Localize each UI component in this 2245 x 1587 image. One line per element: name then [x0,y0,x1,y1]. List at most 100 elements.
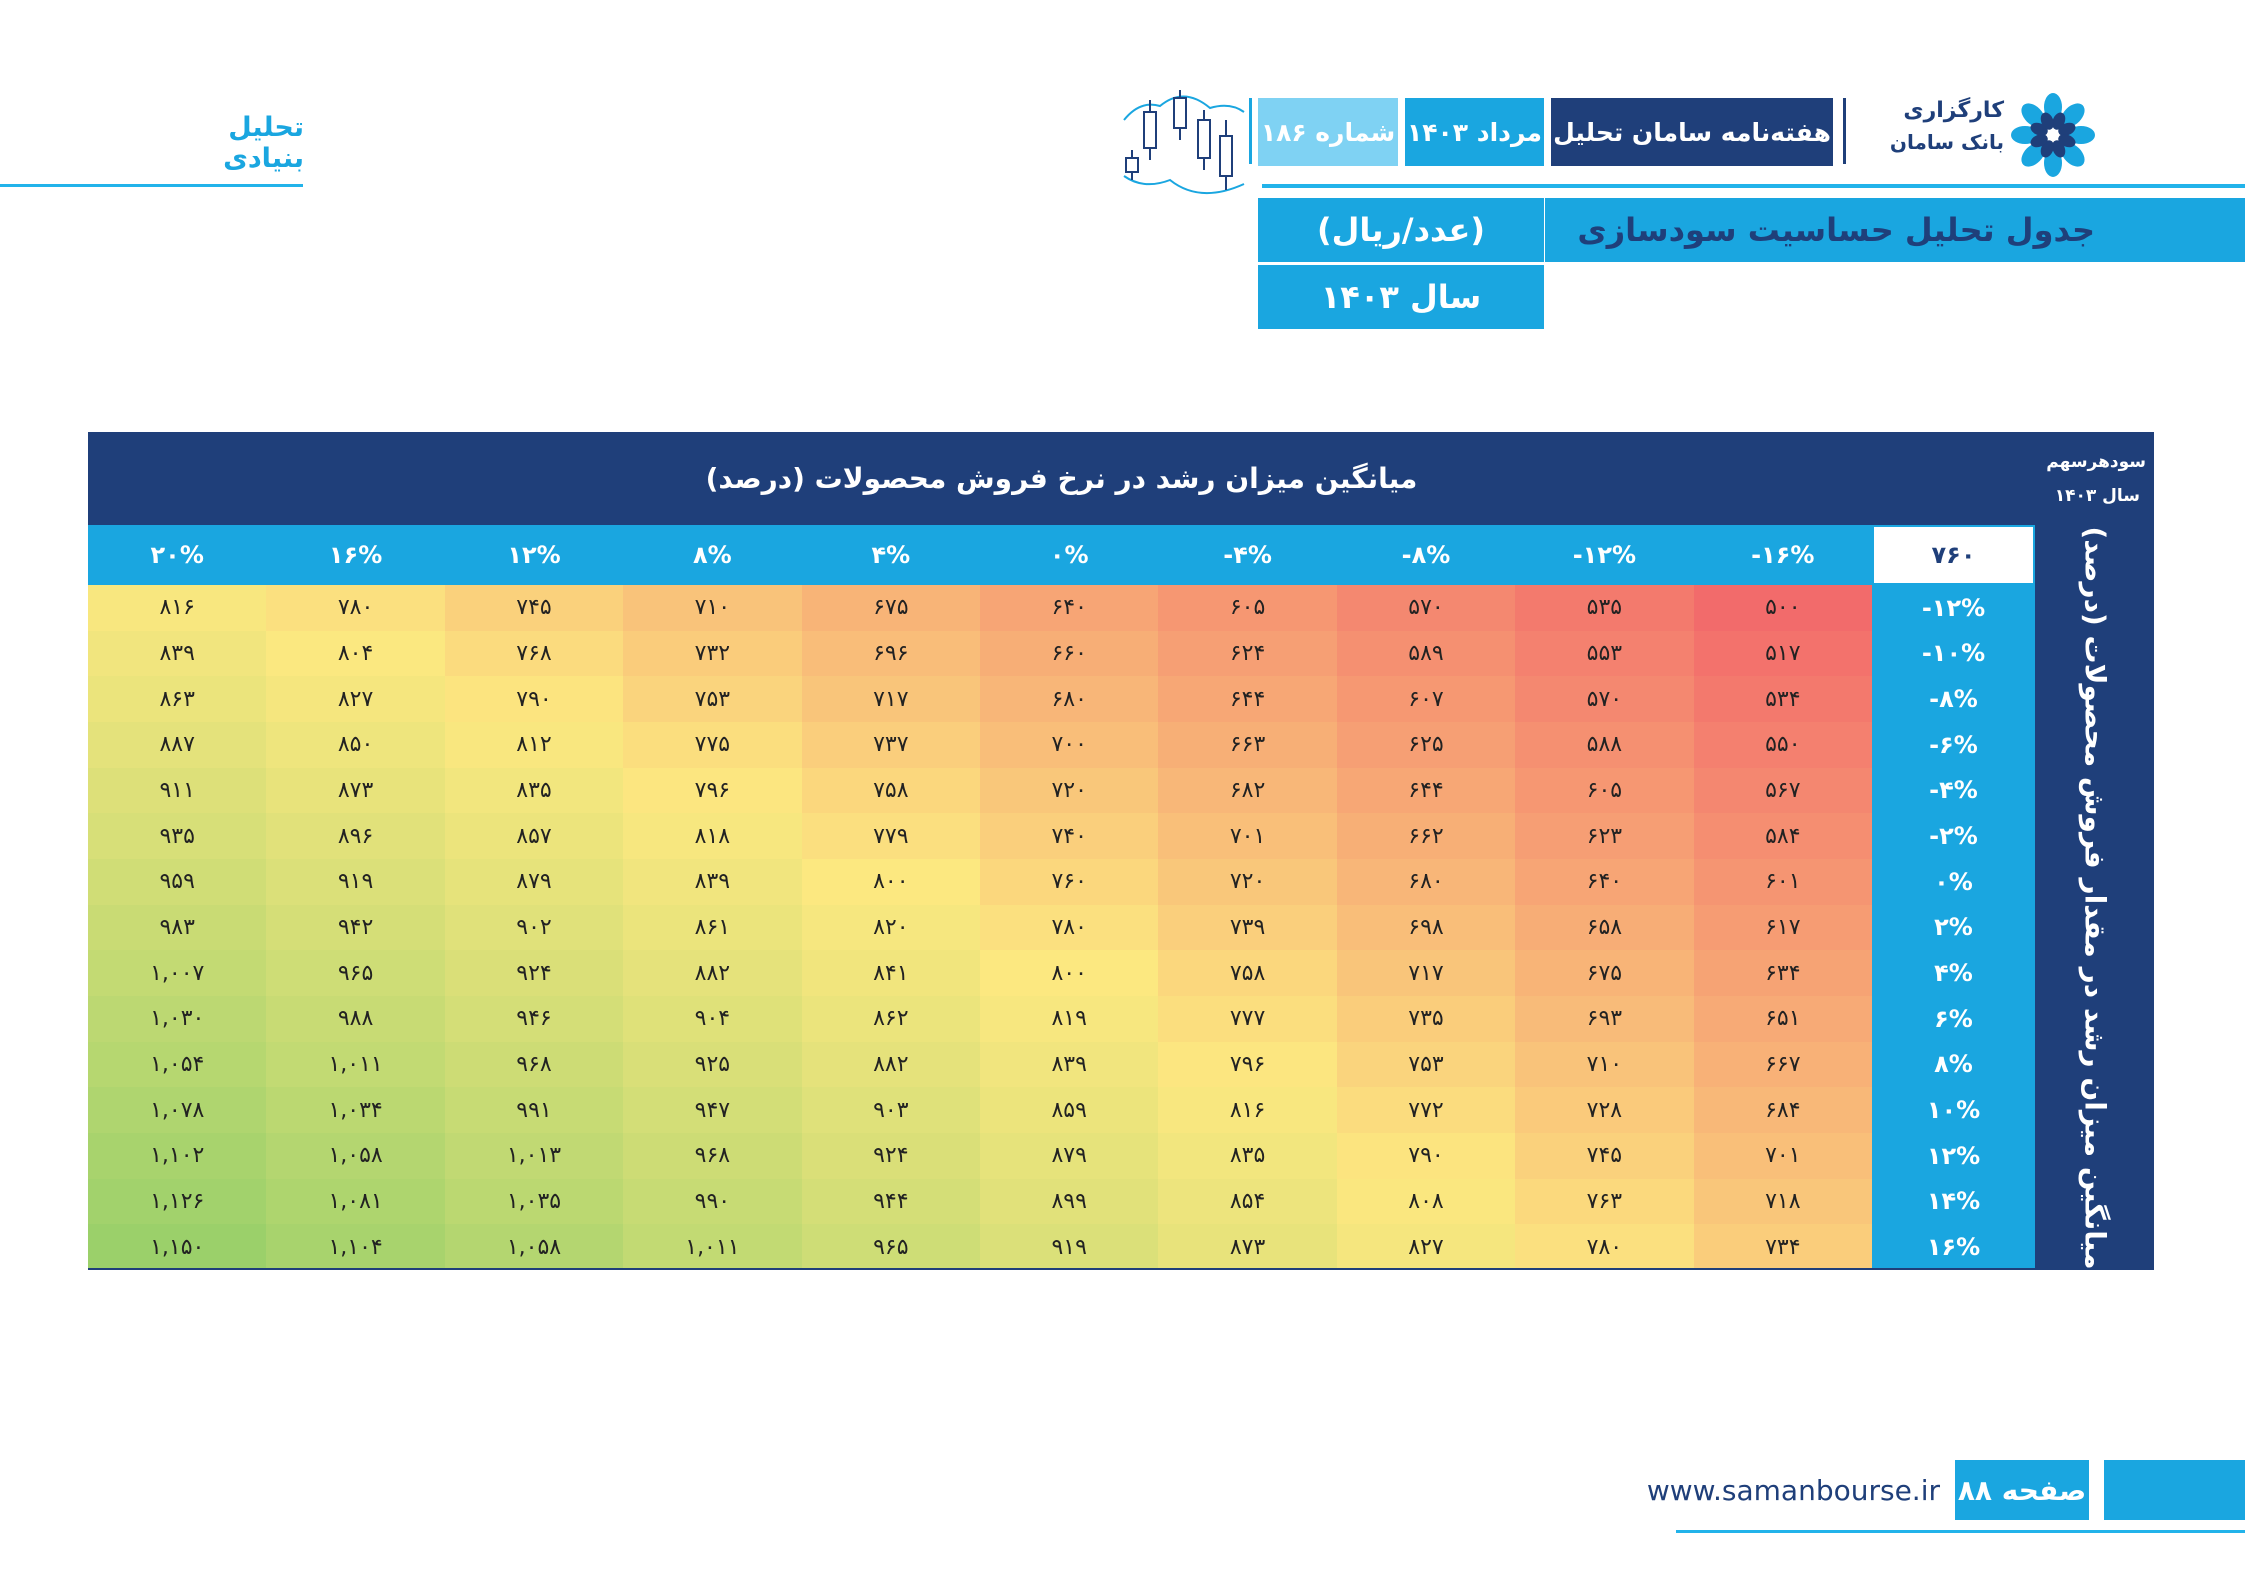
table-cell: ۶۰۵ [1515,767,1694,814]
row-axis-band: میانگین میزان رشد در مقدار فروش محصولات … [2035,525,2154,1270]
table-cell: ۶۸۰ [1336,859,1516,905]
table-cell: ۸۹۹ [980,1178,1159,1225]
table-cell: ۹۰۲ [444,904,624,951]
table-cell: ۸۱۶ [88,585,267,631]
table-cell: ۸۶۳ [88,676,267,722]
table-cell: ۸۵۹ [980,1087,1159,1133]
table-cell: ۱,۰۱۱ [623,1224,802,1270]
table-cell: ۷۱۷ [801,676,980,722]
table-cell: ۷۷۵ [623,722,802,768]
table-cell: ۷۵۸ [801,767,980,814]
row-header: ۱۰% [1926,1096,1981,1125]
row-header: ۴% [1934,959,1973,988]
table-title: جدول تحلیل حساسیت سودسازی [1545,198,2245,262]
table-cell: ۹۴۴ [801,1178,980,1225]
column-axis-title: میانگین میزان رشد در نرخ فروش محصولات (د… [88,432,2035,525]
table-cell: ۸۸۲ [623,950,802,996]
row-header: ۱۶% [1926,1233,1981,1262]
brand-logo: کارگزاری بانک سامان [1864,92,2096,178]
table-cell: ۹۳۵ [88,813,267,859]
table-cell: ۶۲۵ [1336,722,1516,768]
weekly-label: هفته‌نامه سامان تحلیل [1551,98,1833,166]
table-cell: ۵۸۴ [1693,813,1872,859]
table-cell: ۱,۰۱۳ [444,1133,624,1179]
page-number: صفحه ۸۸ [1955,1460,2089,1520]
table-cell: ۷۹۰ [444,676,624,722]
table-cell: ۸۱۸ [623,813,802,859]
base-eps-value: ۷۶۰ [1872,525,2035,585]
row-header: -۴% [1929,776,1978,805]
table-cell: ۹۲۴ [801,1133,980,1179]
row-header: -۸% [1929,685,1978,714]
table-cell: ۸۲۰ [801,904,980,951]
table-cell: ۷۶۳ [1515,1178,1694,1225]
column-header: ۸% [693,541,732,569]
table-cell: ۸۷۹ [980,1133,1159,1179]
footer-url[interactable]: www.samanbourse.ir [1646,1473,1940,1507]
table-cell: ۷۳۷ [801,722,980,768]
table-cell: ۱,۱۰۲ [88,1133,267,1179]
table-cell: ۱,۰۱۱ [266,1041,445,1088]
table-cell: ۸۵۰ [266,722,445,768]
table-cell: ۷۳۵ [1336,996,1516,1042]
table-cell: ۷۰۱ [1158,813,1337,859]
candlestick-chart-icon [1123,90,1245,194]
table-cell: ۹۶۸ [623,1133,802,1179]
table-cell: ۶۷۵ [801,585,980,631]
table-cell: ۷۰۱ [1693,1133,1872,1179]
table-cell: ۵۶۷ [1693,767,1872,814]
column-header: -۸% [1401,541,1451,569]
corner-label-year: سال ۱۴۰۳ [2054,486,2140,506]
sensitivity-grid: ۵۰۰ ۵۳۵ ۵۷۰ ۶۰۵ ۶۴۰ ۶۷۵ ۷۱۰ ۷۴۵ ۷۸۰ ۸۱۶ ۵۱۷ ۵۵۳ ۵۸۹ ۶… [88,585,1872,1270]
table-cell: ۹۴۶ [444,996,624,1042]
column-header: ۱۲% [507,541,561,569]
table-cell: ۸۴۱ [801,950,980,996]
table-cell: ۷۲۰ [1158,859,1337,905]
table-cell: ۹۰۳ [801,1087,980,1133]
row-header: ۶% [1934,1004,1973,1033]
table-cell: ۶۲۳ [1515,813,1694,859]
table-cell: ۶۶۲ [1336,813,1516,859]
table-cell: ۸۰۰ [980,950,1159,996]
table-cell: ۹۹۱ [444,1087,624,1133]
year-label: سال ۱۴۰۳ [1258,265,1544,329]
table-cell: ۸۳۹ [623,859,802,905]
table-cell: ۶۰۱ [1693,859,1872,905]
table-cell: ۷۷۲ [1336,1087,1516,1133]
table-cell: ۶۰۷ [1336,676,1516,722]
table-cell: ۸۲۷ [266,676,445,722]
table-cell: ۸۱۶ [1158,1087,1337,1133]
table-cell: ۹۶۸ [444,1041,624,1088]
table-cell: ۵۵۰ [1693,722,1872,768]
brand-divider [1843,98,1846,164]
table-cell: ۹۲۵ [623,1041,802,1088]
table-cell: ۸۳۵ [1158,1133,1337,1179]
table-cell: ۷۷۹ [801,813,980,859]
table-cell: ۹۶۵ [801,1224,980,1270]
table-cell: ۱,۰۵۴ [88,1041,267,1088]
column-header-row: -۱۶% -۱۲% -۸% -۴% ۰% ۴% ۸% ۱۲% ۱۶% ۲۰% [88,525,1872,585]
table-cell: ۹۲۴ [444,950,624,996]
table-cell: ۶۹۶ [801,630,980,677]
row-header-column: -۱۲% -۱۰% -۸% -۶% -۴% -۲% ۰% ۲% ۴% ۶% ۸% ۱۰% ۱۲% ۱۴% ۱… [1872,585,2035,1270]
table-cell: ۶۳۴ [1693,950,1872,996]
table-cell: ۷۱۰ [1515,1041,1694,1088]
table-cell: ۱,۰۳۵ [444,1178,624,1225]
table-cell: ۱,۰۳۰ [88,996,267,1042]
section-title: تحلیل بنیادی [223,112,304,174]
row-axis-title: میانگین میزان رشد در مقدار فروش محصولات … [2078,525,2111,1270]
table-cell: ۷۸۰ [1515,1224,1694,1270]
table-cell: ۷۱۷ [1336,950,1516,996]
table-cell: ۹۸۸ [266,996,445,1042]
table-cell: ۱,۱۲۶ [88,1178,267,1225]
table-cell: ۸۱۲ [444,722,624,768]
table-cell: ۸۳۵ [444,767,624,814]
column-header: -۱۲% [1572,541,1637,569]
table-cell: ۶۸۴ [1693,1087,1872,1133]
table-cell: ۶۴۰ [980,585,1159,631]
table-cell: ۷۴۰ [980,813,1159,859]
header-divider [1249,98,1252,164]
table-cell: ۶۰۵ [1158,585,1337,631]
table-cell: ۸۸۲ [801,1041,980,1088]
table-cell: ۸۳۹ [88,630,267,677]
